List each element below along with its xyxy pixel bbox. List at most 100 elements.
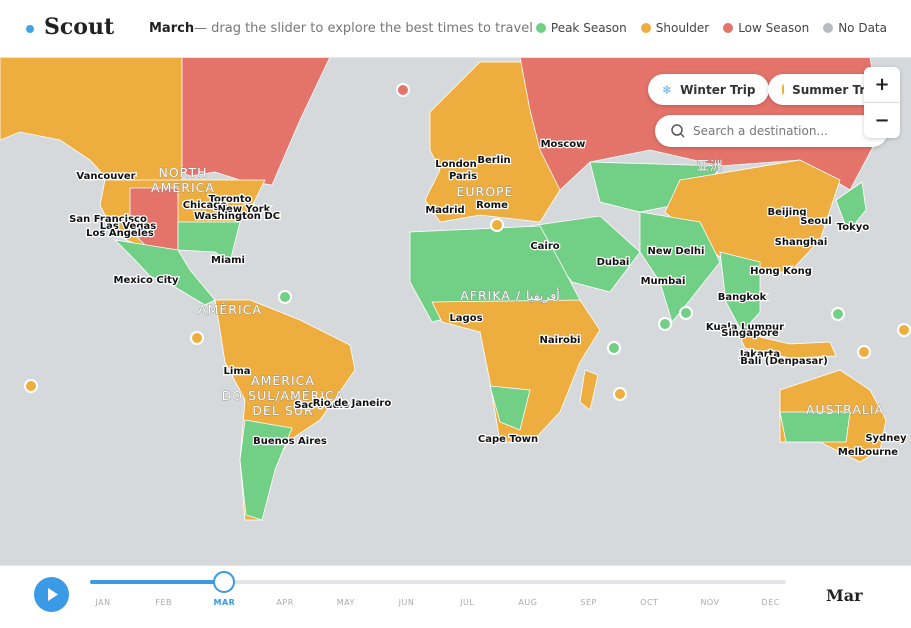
current-month: Mar [826,586,863,605]
legend-item[interactable]: No Data [823,21,887,35]
city-label[interactable]: Paris [448,170,479,184]
city-label[interactable]: Sao Paulo [293,399,351,413]
marker[interactable] [278,290,292,304]
search-box[interactable]: Search a destination... [655,115,888,147]
country[interactable] [489,385,531,431]
region-label: DO SUL/AMÉRICA [222,388,345,403]
city-label[interactable]: Nairobi [538,334,581,348]
legend-label: Peak Season [550,21,627,35]
region-label: EUROPE [456,184,513,199]
month-label[interactable]: FEB [155,598,173,607]
marker[interactable] [396,83,410,97]
region-label: DEL SUR [252,403,313,418]
city-label[interactable]: Las Vegas [99,220,158,234]
region-label: AMÉRICA [198,302,262,317]
city-label[interactable]: Miami [210,254,246,268]
city-label[interactable]: Hong Kong [749,265,813,279]
city-label[interactable]: Cairo [529,240,561,254]
zoom-out[interactable]: − [874,110,890,131]
legend-label: No Data [838,21,887,35]
country[interactable] [177,221,241,263]
hint: — drag the slider to explore the best ti… [194,21,533,36]
marker[interactable] [658,317,672,331]
city-label[interactable]: Beijing [766,206,807,220]
marker[interactable] [24,379,38,393]
trip-button[interactable]: ❄ Winter Trip [648,74,770,105]
city-label[interactable]: Mexico City [112,274,180,288]
city-label[interactable]: Chicago [181,199,228,213]
city-label[interactable]: Seoul [799,215,833,229]
legend-swatch [723,23,734,33]
region-label: AMÉRICA [251,373,315,388]
play-button[interactable] [34,577,69,612]
city-label[interactable]: Kuala Lumpur [705,321,786,335]
city-label[interactable]: Singapore [720,327,780,341]
country[interactable] [779,411,851,443]
marker[interactable] [490,218,504,232]
legend-item[interactable]: Peak Season [535,21,627,35]
marker[interactable] [190,331,204,345]
month-label[interactable]: AUG [518,598,538,607]
marker[interactable] [857,345,871,359]
marker[interactable] [607,341,621,355]
month-label[interactable]: NOV [700,598,720,607]
month-label[interactable]: JAN [95,598,111,607]
month-label[interactable]: MAY [336,598,355,607]
city-label[interactable]: Washington DC [193,210,282,224]
country[interactable] [239,419,293,521]
city-label[interactable]: New York [216,203,271,217]
month-label[interactable]: SEP [580,598,597,607]
country[interactable] [113,239,216,306]
destination-markers [24,83,911,401]
city-label[interactable]: Rome [475,199,509,213]
city-label[interactable]: Mumbai [639,275,686,289]
city-label[interactable]: Melbourne [837,446,900,460]
city-label[interactable]: Lima [222,365,251,379]
city-label[interactable]: Madrid [424,204,466,218]
marker[interactable] [831,307,845,321]
city-label[interactable]: Tokyo [836,221,871,235]
city-label[interactable]: Vancouver [75,170,137,184]
marker[interactable] [613,387,627,401]
city-label[interactable]: London [434,158,478,172]
region-label: NORTH [158,165,207,180]
city-label[interactable]: San Francisco [68,213,148,227]
legend-item[interactable]: Low Season [723,21,809,35]
country[interactable] [431,299,601,443]
city-label[interactable]: Toronto [207,193,253,207]
marker[interactable] [897,323,911,337]
country[interactable] [835,181,867,233]
header: Scout March — drag the slider to explore… [0,0,911,58]
month-label[interactable]: OCT [640,598,659,607]
marker[interactable] [679,306,693,320]
city-label[interactable]: New Delhi [646,245,705,259]
city-label[interactable]: Bangkok [716,291,767,305]
country[interactable] [579,369,599,411]
slider-track[interactable] [90,571,786,593]
zoom-in[interactable]: + [864,67,900,103]
city-label[interactable]: Cape Town [477,433,540,447]
month-label[interactable]: JUL [460,598,475,607]
city-label[interactable]: Jakarta [738,348,782,362]
city-label[interactable]: Dubai [595,256,630,270]
city-label[interactable]: Berlin [476,154,512,168]
slider-knob[interactable] [213,571,236,593]
country[interactable] [737,331,837,359]
country[interactable] [719,251,761,333]
city-label[interactable]: Lagos [448,312,484,326]
month-label[interactable]: APR [276,598,294,607]
month-label[interactable]: DEC [761,598,780,607]
city-label[interactable]: Los Angeles [85,227,155,241]
city-label[interactable]: Moscow [539,138,586,152]
month-label[interactable]: JUN [398,598,415,607]
city-label[interactable]: Shanghai [773,236,828,250]
city-label[interactable]: Sydney [864,432,908,446]
city-label[interactable]: Bali (Denpasar) [739,355,829,369]
city-label[interactable]: Rio de Janeiro [311,397,392,411]
legend-swatch [823,23,834,33]
logo[interactable]: Scout [44,14,115,40]
legend-item[interactable]: Shoulder [640,21,709,35]
month-label[interactable]: MAR [213,598,236,607]
city-label[interactable]: Buenos Aires [252,435,328,449]
